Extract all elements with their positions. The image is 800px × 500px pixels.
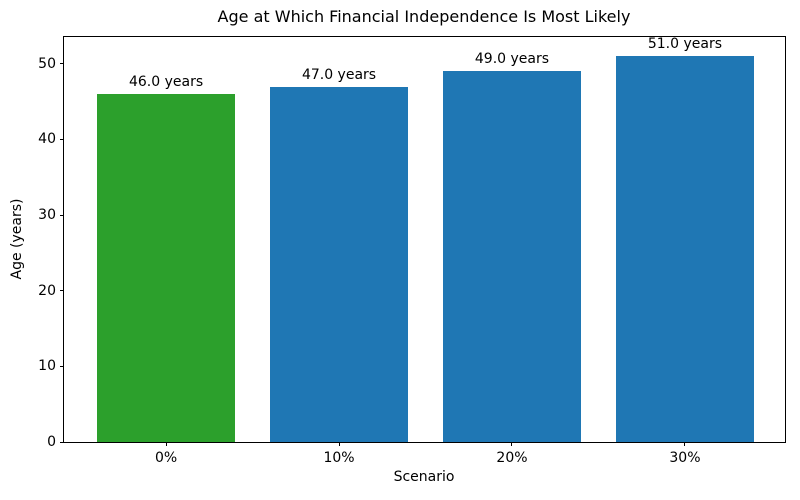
bar-value-label: 51.0 years (647, 36, 723, 53)
x-tick-label: 20% (496, 450, 528, 466)
y-tick-label: 50 (38, 55, 56, 72)
y-tick-mark (60, 214, 64, 216)
bar-value-label: 49.0 years (474, 51, 550, 68)
bar (442, 71, 582, 442)
y-tick-mark (60, 365, 64, 367)
y-tick-label: 40 (38, 131, 56, 148)
chart-title: Age at Which Financial Independence Is M… (217, 7, 631, 26)
x-tick-mark (684, 442, 686, 446)
x-tick-label: 30% (669, 450, 701, 466)
y-tick-mark (60, 290, 64, 292)
y-axis-label: Age (years) (9, 198, 25, 280)
plot-area: 0 10 20 30 40 50 46.0 years 0% 47.0 years 10% 49.0… (38, 36, 786, 466)
y-tick-mark (60, 63, 64, 65)
bar (615, 56, 755, 442)
bar-value-label: 47.0 years (301, 66, 377, 83)
bar (96, 94, 236, 442)
x-axis-label: Scenario (393, 469, 455, 485)
bar (269, 86, 409, 442)
bar-value-label: 46.0 years (128, 74, 204, 91)
x-tick-label: 10% (323, 450, 355, 466)
y-tick-label: 30 (38, 207, 56, 224)
y-tick-mark (60, 441, 64, 443)
x-tick-mark (338, 442, 340, 446)
y-tick-label: 20 (38, 282, 56, 299)
y-tick-label: 10 (38, 358, 56, 375)
x-tick-mark (511, 442, 513, 446)
x-tick-mark (165, 442, 167, 446)
y-tick-label: 0 (47, 434, 56, 450)
x-tick-label: 0% (154, 450, 178, 466)
y-tick-mark (60, 138, 64, 140)
